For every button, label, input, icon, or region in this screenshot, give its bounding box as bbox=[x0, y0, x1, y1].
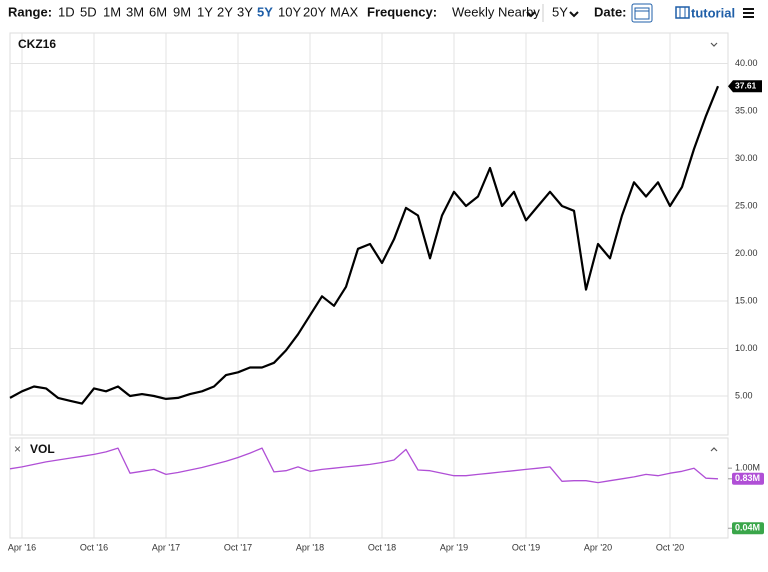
range-button[interactable]: 2Y bbox=[217, 4, 233, 19]
tutorial-icon[interactable] bbox=[675, 6, 690, 19]
last-price-badge bbox=[728, 80, 762, 93]
range-label: Range: bbox=[8, 4, 52, 19]
range-button[interactable]: 20Y bbox=[303, 4, 326, 19]
range-button[interactable]: MAX bbox=[330, 4, 359, 19]
value-badge bbox=[732, 472, 764, 485]
price-line bbox=[9, 447, 719, 484]
period-select[interactable]: 5Y bbox=[552, 4, 568, 19]
close-icon[interactable]: × bbox=[14, 442, 21, 456]
collapse-chevron[interactable] bbox=[710, 42, 718, 47]
range-button[interactable]: 1D bbox=[58, 4, 75, 19]
frequency-select[interactable]: Weekly Nearby bbox=[452, 4, 540, 19]
calendar-button[interactable] bbox=[631, 3, 653, 23]
volume-title: VOL bbox=[30, 442, 55, 456]
x-tick-label: Oct '16 bbox=[80, 542, 108, 552]
x-tick-label: Apr '17 bbox=[152, 542, 180, 552]
y-tick-label: 40.00 bbox=[735, 58, 758, 68]
toolbar: Range: 1D 5D 1M 3M 6M 9M 1Y 2Y 3Y 5Y 10Y… bbox=[8, 3, 754, 23]
y-tick-label: 20.00 bbox=[735, 248, 758, 258]
y-tick-label: 10.00 bbox=[735, 343, 758, 353]
y-tick-label: 5.00 bbox=[735, 390, 753, 400]
main-panel bbox=[9, 32, 729, 436]
expand-chevron[interactable] bbox=[710, 447, 718, 452]
value-badge bbox=[732, 522, 764, 535]
y-tick-label: 0.04M bbox=[735, 523, 760, 533]
tutorial-link[interactable]: tutorial bbox=[691, 5, 735, 20]
y-tick-label: 15.00 bbox=[735, 295, 758, 305]
x-tick-label: Apr '19 bbox=[440, 542, 468, 552]
menu-button[interactable] bbox=[743, 8, 754, 18]
chevron bbox=[569, 11, 579, 18]
range-button[interactable]: 3M bbox=[126, 4, 144, 19]
y-tick-label: 35.00 bbox=[735, 105, 758, 115]
range-button[interactable]: 5D bbox=[80, 4, 97, 19]
x-tick-label: Oct '19 bbox=[512, 542, 540, 552]
x-tick-label: Oct '20 bbox=[656, 542, 684, 552]
range-button[interactable]: 9M bbox=[173, 4, 191, 19]
range-button[interactable]: 10Y bbox=[278, 4, 301, 19]
symbol-title: CKZ16 bbox=[18, 37, 56, 51]
volume-panel bbox=[9, 437, 729, 539]
x-tick-label: Apr '16 bbox=[8, 542, 36, 552]
x-tick-label: Apr '20 bbox=[584, 542, 612, 552]
date-label: Date: bbox=[594, 4, 627, 19]
y-tick-label: 25.00 bbox=[735, 200, 758, 210]
x-tick-label: Oct '18 bbox=[368, 542, 396, 552]
range-button[interactable]: 3Y bbox=[237, 4, 253, 19]
range-button-active[interactable]: 5Y bbox=[257, 4, 273, 19]
price-line bbox=[9, 85, 720, 405]
grid bbox=[10, 33, 728, 538]
last-price-label: 37.61 bbox=[735, 80, 757, 90]
y-tick-label: 30.00 bbox=[735, 153, 758, 163]
chevron bbox=[526, 11, 536, 18]
range-button[interactable]: 1Y bbox=[197, 4, 213, 19]
range-button[interactable]: 6M bbox=[149, 4, 167, 19]
x-tick-label: Oct '17 bbox=[224, 542, 252, 552]
y-tick-label: 0.83M bbox=[735, 473, 760, 483]
x-tick-label: Apr '18 bbox=[296, 542, 324, 552]
y-tick-label: 1.00M bbox=[735, 463, 760, 473]
range-button[interactable]: 1M bbox=[103, 4, 121, 19]
frequency-label: Frequency: bbox=[367, 4, 437, 19]
